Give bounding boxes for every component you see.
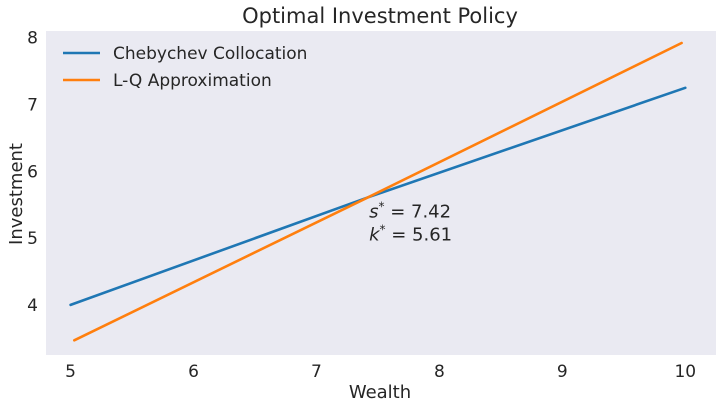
y-tick-label: 6 bbox=[27, 162, 38, 182]
y-tick-label: 7 bbox=[27, 95, 38, 115]
axis-ticks: 5 6 7 8 9 10 4 5 6 7 8 bbox=[27, 29, 696, 382]
series-lines bbox=[69, 41, 687, 342]
annotation-2: k* = 5.61 bbox=[369, 222, 452, 245]
x-tick-label: 6 bbox=[188, 362, 199, 382]
x-tick-label: 8 bbox=[434, 362, 445, 382]
x-tick-label: 7 bbox=[311, 362, 322, 382]
x-axis-label: Wealth bbox=[349, 382, 411, 403]
legend-label-1: Chebychev Collocation bbox=[113, 44, 307, 64]
chart-title: Optimal Investment Policy bbox=[242, 4, 518, 28]
legend-label-2: L-Q Approximation bbox=[113, 71, 272, 91]
y-tick-label: 5 bbox=[27, 229, 38, 249]
legend: Chebychev Collocation L-Q Approximation bbox=[63, 44, 307, 91]
x-tick-label: 5 bbox=[65, 362, 76, 382]
y-tick-label: 4 bbox=[27, 296, 38, 316]
series-line-2 bbox=[73, 41, 683, 342]
y-axis-label: Investment bbox=[6, 143, 27, 245]
annotations: s* = 7.42k* = 5.61 bbox=[369, 199, 452, 245]
y-tick-label: 8 bbox=[27, 29, 38, 49]
x-tick-label: 10 bbox=[674, 362, 696, 382]
x-tick-label: 9 bbox=[557, 362, 568, 382]
annotation-1: s* = 7.42 bbox=[369, 199, 451, 222]
